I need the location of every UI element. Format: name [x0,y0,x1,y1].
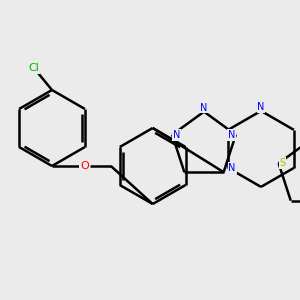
Text: O: O [80,161,89,171]
Text: N: N [200,103,208,113]
Text: S: S [280,158,286,168]
Text: Cl: Cl [28,63,39,73]
Text: N: N [228,163,236,173]
Text: N: N [257,102,265,112]
Text: N: N [172,130,180,140]
Text: N: N [228,130,236,140]
